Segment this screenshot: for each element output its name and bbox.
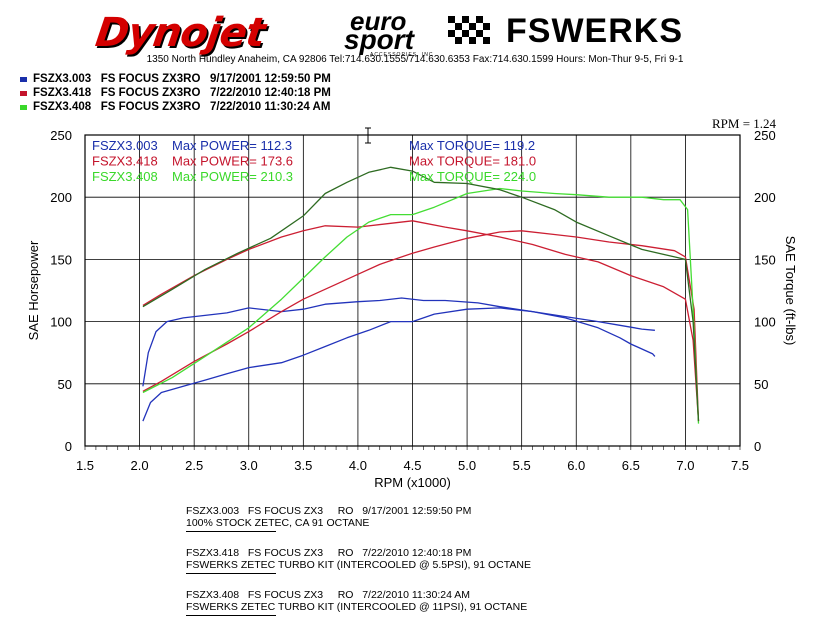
run-color-swatch — [20, 90, 27, 96]
series-line-hp — [142, 307, 656, 422]
torque-annotation-value: Max TORQUE= 224.0 — [409, 169, 536, 184]
run-legend: FSZX3.003 FS FOCUS ZX3RO 9/17/2001 12:59… — [20, 72, 331, 114]
y-tick-label: 250 — [50, 128, 72, 143]
run-note-header: FSZX3.418 FS FOCUS ZX3 RO 7/22/2010 12:4… — [186, 547, 472, 559]
run-legend-label: FSZX3.003 FS FOCUS ZX3RO 9/17/2001 12:59… — [33, 73, 331, 85]
power-annotation-run: FSZX3.408 — [92, 169, 158, 184]
y2-tick-label: 50 — [754, 377, 768, 392]
x-tick-label: 5.5 — [513, 458, 531, 473]
run-legend-label: FSZX3.418 FS FOCUS ZX3RO 7/22/2010 12:40… — [33, 87, 331, 99]
torque-annotation-value: Max TORQUE= 181.0 — [409, 154, 536, 169]
series-line-tq — [142, 166, 700, 422]
y-tick-label: 150 — [50, 252, 72, 267]
power-annotation-value: Max POWER= 210.3 — [172, 169, 293, 184]
power-annotation-value: Max POWER= 173.6 — [172, 154, 293, 169]
power-annotation-value: Max POWER= 112.3 — [172, 138, 292, 153]
x-tick-label: 6.5 — [622, 458, 640, 473]
run-note-description: 100% STOCK ZETEC, CA 91 OCTANE — [186, 517, 370, 529]
eurosport-logo-small: ACCESSORIES, INC — [370, 52, 434, 58]
series-line-tq — [142, 220, 700, 422]
shop-address: 1350 North Hundley Anaheim, CA 92806 Tel… — [146, 54, 684, 65]
dyno-chart: 1.5 2.0 2.5 3.0 3.5 4.0 4.5 5.0 5.5 6.0 6.5 7.0 7.5 0… — [26, 127, 798, 490]
rpm-readout: RPM = 1.24 — [712, 116, 777, 131]
header-logos: Dynojet euro sport ACCESSORIES, INC FSWE… — [0, 6, 830, 58]
run-legend-item: FSZX3.418 FS FOCUS ZX3RO 7/22/2010 12:40… — [20, 86, 331, 100]
y2-tick-label: 250 — [754, 128, 776, 143]
run-note-description: FSWERKS ZETEC TURBO KIT (INTERCOOLED @ 5… — [186, 559, 531, 571]
torque-annotation-value: Max TORQUE= 119.2 — [409, 138, 535, 153]
power-annotation-run: FSZX3.418 — [92, 154, 158, 169]
checkered-flag-icon — [448, 16, 490, 44]
run-legend-item: FSZX3.003 FS FOCUS ZX3RO 9/17/2001 12:59… — [20, 72, 331, 86]
cursor-icon — [365, 127, 371, 144]
x-tick-label: 2.0 — [131, 458, 149, 473]
series-line-hp — [142, 187, 700, 424]
y2-axis-label: SAE Torque (ft-lbs) — [783, 236, 798, 346]
run-note: FSZX3.418 FS FOCUS ZX3 RO 7/22/2010 12:4… — [186, 547, 531, 574]
plot-frame — [84, 134, 741, 447]
run-note-header: FSZX3.003 FS FOCUS ZX3 RO 9/17/2001 12:5… — [186, 505, 472, 517]
run-note: FSZX3.003 FS FOCUS ZX3 RO 9/17/2001 12:5… — [186, 505, 531, 532]
y-tick-label: 50 — [58, 377, 72, 392]
run-notes: FSZX3.003 FS FOCUS ZX3 RO 9/17/2001 12:5… — [186, 505, 531, 631]
x-axis-label: RPM (x1000) — [374, 475, 451, 490]
x-tick-label: 3.0 — [240, 458, 258, 473]
x-tick-label: 4.0 — [349, 458, 367, 473]
y-tick-label: 100 — [50, 315, 72, 330]
note-divider — [186, 531, 276, 532]
note-divider — [186, 573, 276, 574]
run-legend-item: FSZX3.408 FS FOCUS ZX3RO 7/22/2010 11:30… — [20, 100, 331, 114]
run-legend-label: FSZX3.408 FS FOCUS ZX3RO 7/22/2010 11:30… — [33, 101, 331, 113]
y2-tick-label: 0 — [754, 439, 761, 454]
x-tick-label: 1.5 — [76, 458, 94, 473]
x-tick-label: 6.0 — [567, 458, 585, 473]
run-color-swatch — [20, 76, 27, 82]
x-tick-label: 7.0 — [676, 458, 694, 473]
series-line-tq — [142, 297, 655, 387]
y-tick-label: 0 — [65, 439, 72, 454]
x-tick-label: 3.5 — [294, 458, 312, 473]
x-tick-label: 2.5 — [185, 458, 203, 473]
eurosport-logo-bottom: sport — [344, 24, 414, 55]
x-tick-label: 4.5 — [403, 458, 421, 473]
run-note-header: FSZX3.408 FS FOCUS ZX3 RO 7/22/2010 11:3… — [186, 589, 471, 601]
x-tick-label: 5.0 — [458, 458, 476, 473]
y-axis-label: SAE Horsepower — [26, 240, 41, 340]
series-line-hp — [142, 230, 700, 422]
y2-tick-label: 150 — [754, 252, 776, 267]
run-note-description: FSWERKS ZETEC TURBO KIT (INTERCOOLED @ 1… — [186, 601, 528, 613]
power-annotation-run: FSZX3.003 — [92, 138, 158, 153]
run-note: FSZX3.408 FS FOCUS ZX3 RO 7/22/2010 11:3… — [186, 589, 531, 616]
eurosport-logo: euro sport ACCESSORIES, INC — [344, 6, 494, 58]
x-tick-label: 7.5 — [731, 458, 749, 473]
fswerks-logo: FSWERKS — [506, 12, 683, 50]
y2-tick-label: 200 — [754, 190, 776, 205]
run-color-swatch — [20, 104, 27, 110]
y2-tick-label: 100 — [754, 315, 776, 330]
eurosport-logo-top: euro — [350, 6, 407, 36]
y-tick-label: 200 — [50, 190, 72, 205]
note-divider — [186, 615, 276, 616]
